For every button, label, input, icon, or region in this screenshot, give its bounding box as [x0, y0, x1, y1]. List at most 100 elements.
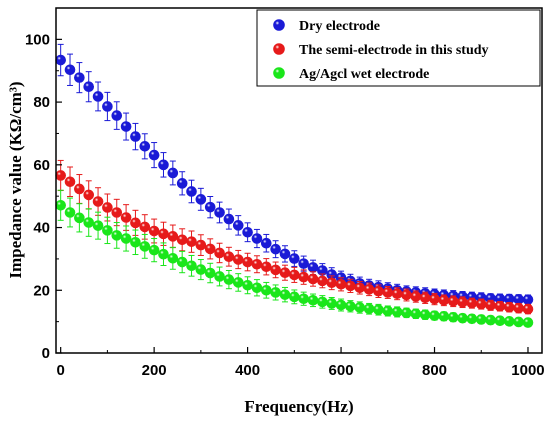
- legend-entry-dry: Dry electrode: [273, 19, 380, 34]
- data-point: [74, 212, 85, 224]
- data-point: [214, 271, 225, 282]
- data-point: [204, 243, 216, 255]
- data-point: [74, 72, 85, 83]
- legend-marker-semi: [273, 43, 285, 55]
- data-point: [373, 285, 384, 297]
- data-point: [223, 251, 235, 263]
- data-point: [391, 288, 403, 300]
- data-point: [55, 54, 66, 66]
- data-point: [92, 220, 104, 231]
- y-tick-label: 20: [33, 282, 50, 299]
- data-point: [83, 81, 95, 93]
- data-point: [522, 303, 534, 315]
- data-point: [485, 314, 496, 326]
- data-point: [260, 261, 272, 273]
- data-point: [363, 303, 375, 315]
- y-axis-title: Impedance value (KΩ/cm³): [6, 81, 25, 278]
- data-point: [317, 296, 328, 308]
- data-point: [335, 299, 347, 311]
- data-point: [475, 298, 487, 310]
- x-tick-label: 600: [329, 362, 354, 379]
- legend-marker-dry: [273, 19, 285, 31]
- data-point: [438, 311, 450, 322]
- data-point: [513, 316, 524, 328]
- legend-label-semi: The semi-electrode in this study: [299, 43, 489, 58]
- data-point: [429, 310, 440, 321]
- data-point: [195, 239, 207, 251]
- y-tick-label: 80: [33, 94, 50, 111]
- data-point: [466, 313, 478, 325]
- data-point: [111, 110, 123, 121]
- data-point: [307, 262, 319, 273]
- data-point: [242, 279, 253, 291]
- legend-label-dry: Dry electrode: [299, 19, 380, 34]
- data-point: [167, 231, 179, 242]
- data-point: [447, 311, 459, 323]
- legend-entry-semi: The semi-electrode in this study: [273, 43, 489, 58]
- data-point: [130, 131, 141, 142]
- x-axis-ticks: 0 200 400 600 800 1000: [57, 347, 545, 379]
- data-point: [289, 269, 300, 281]
- data-point: [186, 186, 197, 197]
- data-point: [466, 297, 478, 309]
- data-point: [260, 237, 272, 249]
- data-point: [176, 234, 188, 246]
- data-point: [373, 304, 384, 316]
- x-tick-label: 800: [422, 362, 447, 379]
- data-point: [204, 201, 216, 213]
- data-point: [447, 295, 459, 307]
- data-point: [307, 273, 319, 285]
- data-point: [130, 236, 141, 248]
- data-point: [279, 248, 291, 260]
- data-point: [195, 194, 207, 205]
- data-point: [148, 225, 160, 237]
- data-point: [167, 167, 179, 179]
- data-point: [485, 300, 496, 311]
- legend-marker-wet: [273, 67, 285, 79]
- data-point: [457, 312, 468, 324]
- data-point: [167, 252, 179, 264]
- data-point: [130, 217, 141, 229]
- data-point: [522, 317, 534, 328]
- data-point: [401, 307, 412, 319]
- data-point: [326, 277, 338, 289]
- data-point: [401, 289, 412, 301]
- data-point: [74, 183, 85, 195]
- legend: Dry electrode The semi-electrode in this…: [256, 9, 541, 87]
- series-2: [55, 189, 534, 328]
- data-point: [270, 243, 281, 255]
- data-point: [158, 228, 169, 240]
- data-point: [176, 178, 188, 189]
- data-point: [298, 258, 309, 269]
- data-point: [139, 221, 151, 233]
- data-point: [186, 260, 197, 272]
- y-tick-label: 40: [33, 220, 50, 237]
- data-point: [419, 309, 431, 321]
- legend-box: [256, 9, 541, 87]
- data-point: [195, 264, 207, 275]
- data-point: [148, 149, 160, 161]
- data-point: [298, 293, 309, 305]
- data-point: [55, 199, 66, 211]
- data-point: [289, 291, 300, 303]
- data-point: [410, 308, 422, 320]
- data-point: [270, 287, 281, 298]
- data-point: [335, 279, 347, 290]
- data-point: [494, 300, 506, 312]
- data-point: [251, 282, 263, 294]
- data-point: [223, 274, 235, 285]
- y-tick-label: 100: [25, 31, 50, 48]
- data-point: [522, 294, 534, 305]
- data-point: [83, 217, 95, 228]
- data-point: [251, 233, 263, 244]
- plot-layer: [55, 43, 534, 328]
- data-point: [354, 302, 366, 313]
- data-point: [111, 230, 123, 241]
- data-point: [494, 315, 506, 326]
- data-point: [382, 305, 394, 317]
- data-point: [391, 306, 403, 318]
- data-point: [345, 300, 356, 312]
- data-point: [307, 295, 319, 306]
- data-point: [139, 241, 151, 252]
- data-point: [186, 236, 197, 247]
